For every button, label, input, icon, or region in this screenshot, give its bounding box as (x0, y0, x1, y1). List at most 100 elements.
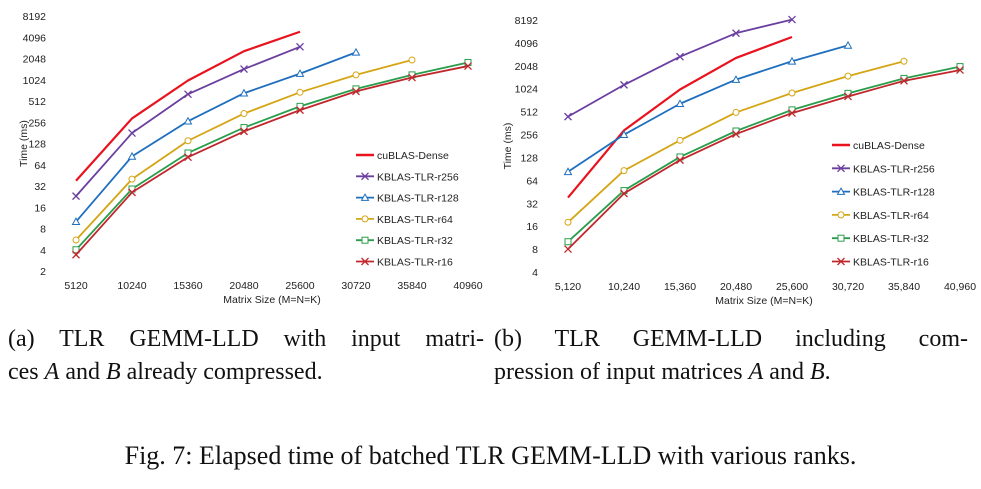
x-axis-title: Matrix Size (M=N=K) (223, 294, 320, 306)
series-line (75, 61, 469, 251)
y-tick-label: 4 (40, 245, 46, 257)
data-point-marker (408, 73, 416, 82)
x-tick-label: 30,720 (832, 281, 864, 293)
data-point-marker (127, 151, 137, 160)
x-tick-label: 35840 (397, 280, 426, 292)
data-point-marker (843, 40, 853, 49)
data-point-marker (361, 172, 369, 181)
subcaption-b-line1: (b) TLR GEMM-LLD including com- (494, 326, 968, 352)
data-point-marker (184, 137, 192, 145)
series-group (567, 35, 793, 199)
subcaption-a-line1: (a) TLR GEMM-LLD with input matri- (8, 326, 484, 352)
y-tick-label: 16 (526, 221, 538, 233)
y-tick-label: 2 (40, 266, 46, 278)
y-tick-label: 2048 (23, 54, 47, 66)
data-point-marker (900, 57, 908, 65)
x-tick-label: 35,840 (888, 281, 920, 293)
data-point-marker (836, 187, 846, 195)
data-point-marker (956, 66, 964, 75)
series-line (75, 51, 357, 223)
data-point-marker (72, 192, 80, 201)
x-tick-label: 25600 (285, 280, 314, 292)
y-tick-label: 128 (28, 139, 46, 151)
legend-label: KBLAS-TLR-r32 (377, 235, 453, 247)
data-point-marker (564, 218, 572, 226)
data-point-marker (837, 164, 845, 173)
y-tick-label: 128 (520, 152, 538, 164)
data-point-marker (732, 130, 740, 138)
x-tick-label: 30720 (341, 280, 370, 292)
data-point-marker (239, 88, 249, 97)
series-group (72, 56, 416, 244)
data-point-marker (240, 110, 248, 118)
y-tick-label: 8192 (23, 11, 47, 23)
data-point-marker (788, 15, 796, 24)
y-tick-label: 512 (28, 96, 46, 108)
data-point-marker (844, 92, 852, 101)
data-point-marker (360, 193, 370, 201)
subcaption-b-line2: pression of input matrices A and B. (494, 359, 831, 385)
chart-a: 2 4 8 16 32 64 128 256 512 1024 2048 4096 8192 5120 10… (0, 0, 490, 310)
x-tick-label: 20,480 (720, 281, 752, 293)
data-point-marker (183, 116, 193, 125)
series-group (564, 57, 908, 226)
data-point-marker (844, 72, 852, 80)
chart-a-svg: 2 4 8 16 32 64 128 256 512 1024 2048 4096 8192 5120 10… (18, 11, 483, 306)
x-tick-label: 40960 (453, 280, 482, 292)
y-tick-label: 4 (532, 267, 538, 279)
y-tick-label: 64 (526, 175, 538, 187)
y-tick-label: 8 (40, 224, 46, 236)
legend-label: KBLAS-TLR-r16 (377, 257, 453, 269)
legend: cuBLAS-Dense KBLAS-TLR-r256 KBLAS-TLR-r128… (356, 150, 459, 269)
chart-b: 4 8 16 32 64 128 256 512 1024 2048 4096 8192 5,120 10… (490, 0, 981, 310)
y-tick-label: 1024 (23, 75, 47, 87)
data-point-marker (71, 217, 81, 225)
legend: cuBLAS-Dense KBLAS-TLR-r256 KBLAS-TLR-r128… (832, 140, 935, 269)
data-point-marker (296, 42, 304, 51)
y-tick-label: 1024 (515, 84, 539, 96)
data-point-marker (787, 56, 797, 65)
data-point-marker (788, 89, 796, 97)
data-point-marker (564, 112, 572, 121)
data-point-marker (564, 238, 572, 246)
series-group (564, 66, 964, 254)
legend-label: KBLAS-TLR-r32 (853, 233, 929, 245)
legend-label: KBLAS-TLR-r64 (853, 210, 929, 222)
data-point-marker (72, 250, 80, 259)
chart-b-svg: 4 8 16 32 64 128 256 512 1024 2048 4096 8192 5,120 10… (502, 15, 976, 307)
series-line (567, 35, 793, 199)
legend-label: KBLAS-TLR-r128 (853, 187, 935, 199)
data-point-marker (788, 109, 796, 118)
subcaption-a: (a) TLR GEMM-LLD with input matri- ces A… (8, 323, 484, 389)
x-tick-label: 15360 (173, 280, 202, 292)
data-point-marker (837, 234, 845, 242)
legend-label: KBLAS-TLR-r16 (853, 257, 929, 269)
data-point-marker (361, 257, 369, 266)
data-point-marker (184, 90, 192, 99)
y-tick-label: 256 (520, 130, 538, 142)
data-point-marker (620, 189, 628, 198)
data-point-marker (352, 87, 360, 96)
x-tick-label: 20480 (229, 280, 258, 292)
data-point-marker (72, 236, 80, 244)
series-group (75, 30, 301, 182)
series-group (72, 62, 472, 259)
y-tick-label: 4096 (515, 38, 539, 50)
data-point-marker (837, 211, 845, 219)
data-point-marker (184, 153, 192, 162)
legend-label: cuBLAS-Dense (853, 140, 925, 152)
data-point-marker (361, 215, 369, 223)
data-point-marker (837, 257, 845, 266)
data-point-marker (296, 106, 304, 115)
legend-label: KBLAS-TLR-r256 (377, 171, 459, 183)
data-point-marker (900, 76, 908, 85)
y-tick-label: 256 (28, 117, 46, 129)
data-point-marker (295, 69, 305, 77)
y-tick-label: 32 (526, 198, 538, 210)
data-point-marker (731, 75, 741, 83)
x-tick-label: 5,120 (555, 281, 581, 293)
y-tick-label: 16 (34, 202, 46, 214)
series-line (567, 65, 961, 243)
data-point-marker (676, 156, 684, 165)
y-axis-title: Time (ms) (18, 120, 30, 167)
